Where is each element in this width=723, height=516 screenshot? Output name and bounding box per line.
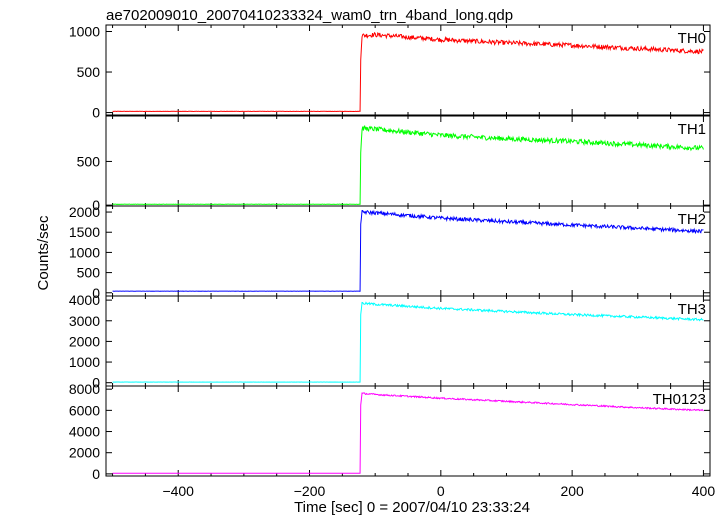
panel-frame (105, 205, 711, 297)
y-tick-label: 0 (92, 375, 100, 391)
x-tick-label: 400 (692, 483, 716, 499)
series-line-th2 (112, 209, 704, 292)
y-tick-label: 8000 (69, 381, 100, 397)
panel-label: TH1 (678, 121, 706, 138)
y-tick-label: 0 (92, 285, 100, 301)
series-line-th0123 (112, 392, 704, 474)
y-tick-label: 500 (77, 265, 101, 281)
series-line-th1 (112, 125, 704, 205)
y-axis-label: Counts/sec (35, 215, 52, 291)
panel-label: TH0123 (653, 391, 706, 408)
panel-label: TH2 (678, 211, 706, 228)
panel-label: TH0 (678, 30, 706, 47)
y-tick-label: 4000 (69, 424, 100, 440)
panel-th0123: 0 2000 4000 6000 8000 TH0123 (69, 381, 711, 482)
y-tick-label: 1000 (69, 244, 100, 260)
y-tick-label: 6000 (69, 402, 100, 418)
panel-frame (105, 385, 711, 477)
x-tick-label: 0 (437, 483, 445, 499)
panel-th1: 0 500 TH1 (77, 115, 711, 213)
panels-group: 0 500 1000 TH0 0 500 TH1 0 500 1000 1500 2000 TH2 0 10… (69, 23, 711, 482)
y-tick-label: 1500 (69, 224, 100, 240)
panel-th3: 0 1000 2000 3000 4000 TH3 (69, 292, 711, 391)
x-tick-label: −200 (294, 483, 326, 499)
y-tick-label: 0 (92, 197, 100, 213)
y-tick-label: 0 (92, 466, 100, 482)
y-tick-label: 4000 (69, 292, 100, 308)
y-tick-label: 1000 (69, 354, 100, 370)
y-tick-label: 2000 (69, 333, 100, 349)
panel-th0: 0 500 1000 TH0 (69, 23, 711, 121)
y-tick-label: 500 (77, 64, 101, 80)
panel-label: TH3 (678, 301, 706, 318)
y-tick-label: 3000 (69, 313, 100, 329)
series-line-th0 (112, 31, 704, 112)
panel-th2: 0 500 1000 1500 2000 TH2 (69, 204, 711, 301)
x-axis: −400 −200 0 200 400 (162, 483, 715, 499)
y-tick-label: 2000 (69, 204, 100, 220)
y-tick-label: 0 (92, 105, 100, 121)
series-line-th3 (112, 301, 704, 383)
x-tick-label: −400 (162, 483, 194, 499)
x-axis-label: Time [sec] 0 = 2007/04/10 23:33:24 (294, 499, 530, 516)
y-tick-label: 2000 (69, 445, 100, 461)
chart-title: ae702009010_20070410233324_wam0_trn_4ban… (106, 7, 513, 24)
x-tick-label: 200 (560, 483, 584, 499)
panel-frame (105, 295, 711, 387)
y-tick-label: 1000 (69, 23, 100, 39)
y-tick-label: 500 (77, 153, 101, 169)
